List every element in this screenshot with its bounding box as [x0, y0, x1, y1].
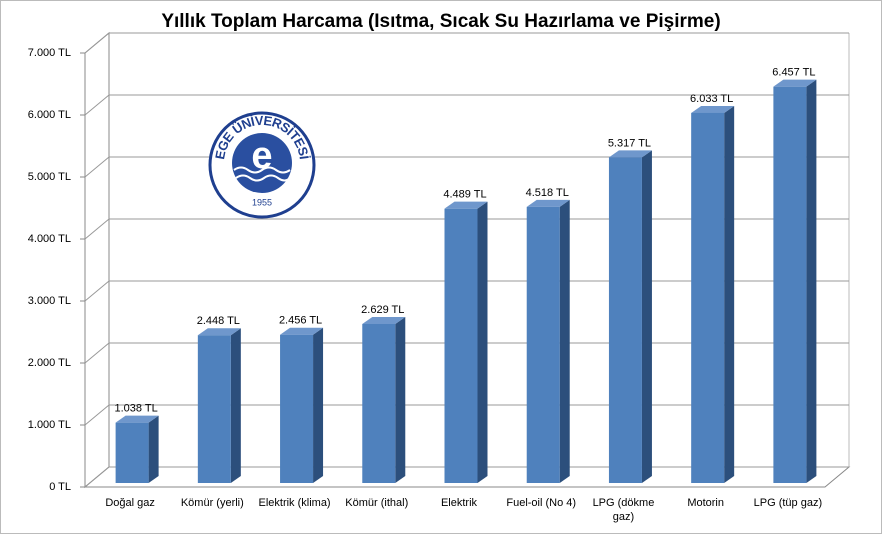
- chart-title: Yıllık Toplam Harcama (Isıtma, Sıcak Su …: [161, 11, 720, 32]
- bar: [526, 206, 560, 483]
- x-tick-label-box: Kömür (yerli): [180, 497, 244, 509]
- bar-side: [230, 328, 241, 483]
- logo-year: 1955: [252, 197, 272, 207]
- x-tick-label: Elektrik (klima): [258, 497, 331, 509]
- y-tick-label: 0 TL: [49, 481, 71, 493]
- x-tick-label: Kömür (ithal): [345, 497, 409, 509]
- y-tick-label: 4.000 TL: [28, 233, 71, 245]
- bar-top: [526, 199, 570, 207]
- value-label: 1.038 TL: [114, 403, 157, 415]
- y-tick-label: 6.000 TL: [28, 109, 71, 121]
- value-label: 2.629 TL: [361, 304, 404, 316]
- logo-wave: [233, 166, 291, 174]
- value-label: 6.457 TL: [772, 67, 815, 79]
- bar-top: [280, 327, 324, 335]
- bar: [280, 334, 314, 483]
- side-wall: [84, 31, 110, 489]
- bar-side: [148, 415, 159, 483]
- x-tick-label: Doğal gaz: [105, 497, 155, 509]
- x-tick-label-box: LPG (dökme gaz): [592, 497, 655, 523]
- x-tick-label-box: Doğal gaz: [105, 497, 155, 509]
- grid-line: [84, 404, 849, 426]
- bar-top: [362, 317, 406, 325]
- bar: [197, 335, 231, 483]
- bar-top: [115, 415, 159, 423]
- bar: [608, 157, 642, 483]
- x-tick-label-box: Fuel-oil (No 4): [506, 497, 577, 509]
- x-tick-label: LPG (tüp gaz): [753, 497, 823, 509]
- bar-top: [444, 201, 488, 209]
- x-tick-label-box: Kömür (ithal): [345, 497, 409, 509]
- grid-line: [84, 342, 849, 364]
- grid-line: [84, 280, 849, 302]
- x-tick-label: Fuel-oil (No 4): [506, 497, 577, 509]
- bar-side: [806, 79, 817, 483]
- value-label: 4.489 TL: [443, 189, 486, 201]
- y-tick-label: 7.000 TL: [28, 47, 71, 59]
- logo-wave: [235, 174, 291, 182]
- bar-side: [477, 201, 488, 483]
- value-label: 2.448 TL: [197, 315, 240, 327]
- bar-top: [608, 150, 652, 158]
- grid-line: [84, 218, 849, 240]
- bar-top: [773, 79, 817, 87]
- y-tick-label: 5.000 TL: [28, 171, 71, 183]
- x-tick-label-box: LPG (tüp gaz): [753, 497, 823, 509]
- bar: [444, 208, 478, 483]
- x-tick-label: LPG (dökme gaz): [592, 497, 655, 523]
- grid-line: [84, 32, 849, 54]
- value-label: 2.456 TL: [279, 315, 322, 327]
- bar: [773, 86, 807, 483]
- grid-line: [84, 466, 849, 488]
- bar-side: [395, 317, 406, 483]
- bar-side: [641, 150, 652, 483]
- bar: [115, 422, 149, 483]
- x-tick-label: Kömür (yerli): [180, 497, 244, 509]
- value-label: 5.317 TL: [608, 137, 651, 149]
- grid-line: [84, 94, 849, 116]
- y-tick-label: 3.000 TL: [28, 295, 71, 307]
- y-tick-label: 1.000 TL: [28, 419, 71, 431]
- bar-side: [559, 199, 570, 483]
- bar: [362, 324, 396, 483]
- value-label: 6.033 TL: [690, 93, 733, 105]
- y-tick-label: 2.000 TL: [28, 357, 71, 369]
- x-tick-label-box: Elektrik (klima): [258, 497, 331, 509]
- x-tick-label: Motorin: [687, 497, 724, 509]
- logo: EGE ÜNİVERSİTESİ e 1955: [208, 111, 316, 219]
- x-tick-label: Elektrik: [440, 497, 478, 509]
- bar-side: [724, 105, 735, 483]
- bar-side: [313, 327, 324, 483]
- x-tick-label-box: Elektrik: [440, 497, 478, 509]
- value-label: 4.518 TL: [526, 187, 569, 199]
- bar: [691, 112, 725, 483]
- logo-letter: e: [251, 135, 272, 177]
- x-tick-label-box: Motorin: [687, 497, 724, 509]
- grid-line: [84, 156, 849, 178]
- bar-top: [197, 328, 241, 336]
- bar-top: [691, 105, 735, 113]
